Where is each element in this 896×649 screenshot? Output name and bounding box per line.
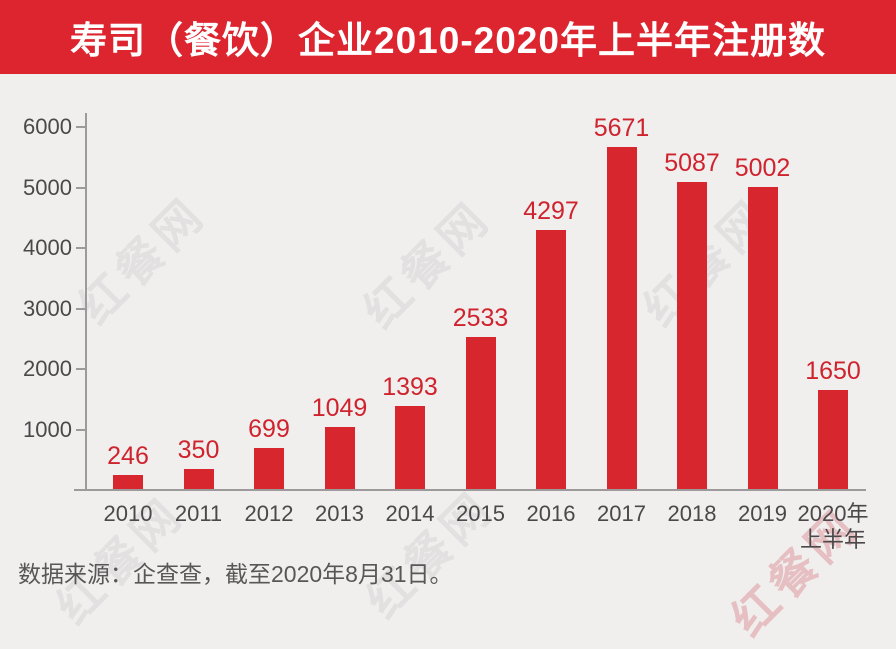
x-axis-label-line: 上半年 [799,527,866,552]
x-axis-label-line: 2014 [385,501,435,526]
bar-value-label: 2533 [452,304,509,332]
watermark: 红餐网 [356,480,504,628]
y-axis-label: 2000 [23,356,72,381]
bar-value-label: 5002 [734,154,791,182]
y-axis-tick [76,368,86,370]
bar-value-label: 1049 [311,394,368,422]
x-axis-label: 2014 [345,501,475,527]
y-axis-label: 1000 [23,416,72,442]
x-axis-label: 2015 [416,501,546,527]
bar [324,427,355,489]
x-axis-label: 2013 [275,501,405,527]
x-axis-label: 2020年 上半年 [768,501,896,553]
x-axis-label-line: 2012 [244,501,294,526]
x-axis-label: 2010 [63,501,193,527]
y-axis-label: 5000 [23,174,72,200]
y-axis-tick [76,247,86,249]
bar-value-label: 1650 [805,357,861,385]
bar [465,337,496,489]
x-axis-label-line: 2016 [526,501,576,526]
y-axis-tick [76,428,86,431]
bar-chart: 红餐网 红餐网 红餐网 红餐网 红餐网 红餐网 1000 2000 3000 4000 5000 60… [23,113,896,646]
bar-value-label: 5671 [593,114,650,142]
y-axis-tick [76,126,86,128]
x-axis-label-line: 2015 [456,501,505,526]
y-axis-tick [76,307,86,310]
bar [183,469,214,489]
x-axis-label: 2011 [134,501,264,527]
bar-value-label: 5087 [664,149,720,177]
y-axis-tick [76,186,86,189]
bar-value-label: 699 [248,415,290,443]
x-axis-label: 2012 [204,501,334,527]
title-banner: 寿司（餐饮）企业2010-2020年上半年注册数 [0,0,896,74]
x-axis-label-line: 2018 [667,501,717,526]
chart-title: 寿司（餐饮）企业2010-2020年上半年注册数 [70,20,826,61]
y-axis-label: 3000 [23,295,72,321]
bar [113,475,143,489]
y-axis-label: 6000 [23,114,72,139]
bar [536,230,566,489]
x-axis-label-line: 2020年 [797,501,869,526]
x-axis-label-line: 2011 [174,501,223,526]
x-axis-label-line: 2019 [738,501,787,526]
y-axis-line [85,113,87,490]
bar-value-label: 350 [177,436,220,464]
bar [818,390,848,489]
bar-value-label: 1393 [382,373,438,401]
bar-value-label: 246 [107,442,149,470]
x-axis-label-line: 2010 [103,501,153,526]
data-source-note: 数据来源：企查查，截至2020年8月31日。 [18,561,453,587]
bar [747,187,778,489]
y-axis-label: 4000 [23,235,72,260]
x-axis-label-line: 2013 [315,501,364,526]
bar-value-label: 4297 [523,197,579,225]
x-axis-label: 2016 [486,501,616,527]
bar [395,406,425,489]
x-axis-line [74,489,866,491]
bar [254,448,284,489]
bar [606,147,637,489]
x-axis-label: 2017 [557,501,687,527]
bar [677,182,707,489]
x-axis-label: 2019 [698,501,828,527]
x-axis-label-line: 2017 [597,501,646,526]
x-axis-label: 2018 [627,501,757,527]
